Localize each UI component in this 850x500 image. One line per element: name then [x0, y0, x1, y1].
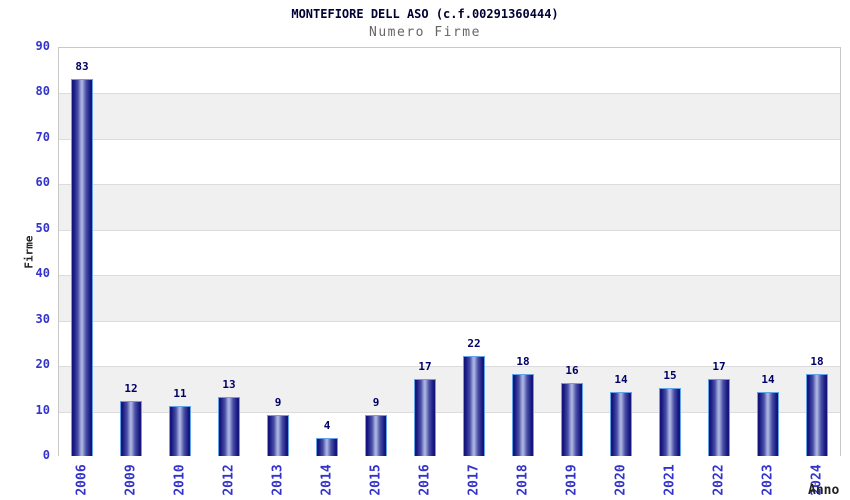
bar-value-label: 9 — [274, 396, 282, 409]
x-tick-label: 2016 — [417, 464, 433, 496]
gridline — [59, 275, 840, 277]
bar-2022 — [708, 379, 730, 456]
y-tick-label: 80 — [35, 84, 50, 99]
gridline — [59, 138, 840, 140]
gridline — [59, 93, 840, 95]
y-tick-label: 20 — [35, 357, 50, 372]
x-tick-label: 2009 — [123, 464, 139, 496]
bar-value-label: 13 — [222, 378, 236, 391]
x-tick-label: 2010 — [172, 464, 188, 496]
chart-subtitle: Numero Firme — [369, 25, 481, 40]
x-tick-label: 2015 — [368, 464, 384, 496]
bar-2017 — [463, 356, 485, 456]
bar-2006 — [71, 79, 93, 456]
bar-value-label: 9 — [372, 396, 380, 409]
chart-title: MONTEFIORE DELL ASO (c.f.00291360444) — [291, 7, 559, 21]
x-tick-label: 2014 — [319, 464, 335, 496]
bar-2016 — [414, 379, 436, 456]
x-tick-label: 2021 — [662, 464, 678, 496]
bar-2019 — [561, 383, 583, 456]
bar-value-label: 22 — [467, 337, 481, 350]
y-tick-label: 70 — [35, 129, 50, 144]
y-tick-label: 40 — [35, 266, 50, 281]
x-tick-label: 2022 — [711, 464, 727, 496]
bar-value-label: 14 — [614, 373, 628, 386]
bar-value-label: 16 — [565, 364, 579, 377]
bar-2024 — [806, 374, 828, 456]
plot-band — [59, 229, 840, 276]
bar-value-label: 15 — [663, 369, 677, 382]
bar-value-label: 11 — [173, 387, 187, 400]
bar-2023 — [757, 392, 779, 456]
plot-band — [59, 275, 840, 321]
bar-value-label: 12 — [124, 382, 138, 395]
bar-value-label: 83 — [75, 60, 89, 73]
bar-2010 — [169, 406, 191, 456]
bar-2014 — [316, 438, 338, 456]
plot-band — [59, 48, 840, 94]
x-tick-label: 2020 — [613, 464, 629, 496]
x-tick-label: 2017 — [466, 464, 482, 496]
y-axis-title: Firme — [22, 235, 36, 269]
y-tick-label: 90 — [35, 39, 50, 53]
x-tick-label: 2023 — [760, 464, 776, 496]
y-tick-label: 30 — [35, 311, 50, 326]
plot-band — [59, 93, 840, 139]
x-tick-label: 2012 — [221, 464, 237, 496]
bar-2012 — [218, 397, 240, 456]
gridline — [59, 411, 840, 413]
plot-band — [59, 138, 840, 185]
bar-value-label: 14 — [761, 373, 775, 386]
bar-2021 — [659, 388, 681, 456]
bar-2015 — [365, 415, 387, 456]
y-tick-label: 60 — [35, 175, 50, 190]
y-tick-label: 50 — [35, 220, 50, 235]
plot-band — [59, 320, 840, 367]
y-tick-label: 0 — [42, 448, 50, 462]
gridline — [59, 229, 840, 231]
x-axis-title: Anno — [808, 483, 840, 498]
gridline — [59, 184, 840, 186]
bar-2013 — [267, 415, 289, 456]
x-tick-label: 2013 — [270, 464, 286, 496]
bar-value-label: 4 — [323, 419, 331, 432]
x-tick-label: 2019 — [564, 464, 580, 496]
gridline — [59, 320, 840, 322]
bar-value-label: 17 — [418, 360, 432, 373]
bar-2020 — [610, 392, 632, 456]
bar-2009 — [120, 401, 142, 456]
bar-value-label: 18 — [516, 355, 530, 368]
plot-band — [59, 184, 840, 230]
bar-value-label: 17 — [712, 360, 726, 373]
y-tick-label: 10 — [35, 402, 50, 417]
gridline — [59, 366, 840, 368]
bar-2018 — [512, 374, 534, 456]
x-tick-label: 2018 — [515, 464, 531, 496]
bar-value-label: 18 — [810, 355, 824, 368]
x-tick-label: 2006 — [74, 464, 90, 496]
